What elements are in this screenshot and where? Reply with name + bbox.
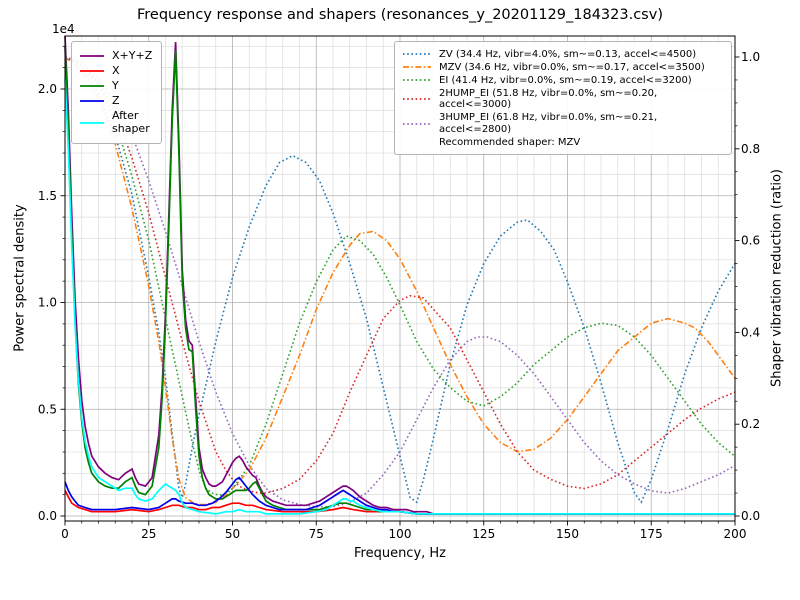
x-tick-label: 175	[640, 527, 663, 541]
legend-item-y: Y	[79, 78, 152, 93]
curve-y	[64, 46, 735, 515]
y-right-tick-label: 0.6	[741, 234, 760, 248]
x-tick-label: 200	[724, 527, 747, 541]
legend-label-mzv: MZV (34.6 Hz, vibr=0.0%, sm~=0.17, accel…	[439, 61, 705, 73]
curve-sum	[64, 35, 735, 515]
x-tick-label: 25	[141, 527, 156, 541]
y-axis-offset-label: 1e4	[52, 22, 75, 36]
y-axis-label-left: Power spectral density	[12, 204, 28, 352]
y-left-tick-label: 1.0	[38, 296, 57, 310]
x-tick-label: 100	[389, 527, 412, 541]
legend-swatch-solid	[80, 70, 104, 72]
y-right-tick-label: 0.0	[741, 509, 760, 523]
y-right-tick-label: 0.8	[741, 142, 760, 156]
x-tick-label: 150	[556, 527, 579, 541]
y-right-tick-label: 0.4	[741, 325, 760, 339]
recommended-shaper-note: Recommended shaper: MZV	[439, 137, 581, 148]
legend-item-ei: EI (41.4 Hz, vibr=0.0%, sm~=0.19, accel<…	[402, 75, 723, 87]
legend-item-3hump_ei: 3HUMP_EI (61.8 Hz, vibr=0.0%, sm~=0.21, …	[402, 112, 723, 135]
legend-item-2hump_ei: 2HUMP_EI (51.8 Hz, vibr=0.0%, sm~=0.20, …	[402, 88, 723, 111]
y-right-tick-label: 1.0	[741, 50, 760, 64]
curve-2hump_ei	[64, 56, 736, 494]
legend-swatch-dashdot	[403, 66, 431, 69]
legend-item-mzv: MZV (34.6 Hz, vibr=0.0%, sm~=0.17, accel…	[402, 62, 723, 74]
legend-label-2hump_ei: 2HUMP_EI (51.8 Hz, vibr=0.0%, sm~=0.20, …	[439, 87, 658, 111]
legend-label-3hump_ei: 3HUMP_EI (61.8 Hz, vibr=0.0%, sm~=0.21, …	[439, 112, 658, 135]
y-left-tick-label: 0.0	[38, 509, 57, 523]
curve-zv	[64, 56, 736, 504]
legend-item-x: X	[79, 63, 152, 78]
legend-label-x: X	[112, 63, 120, 77]
legend-psd: X+Y+Z X Y Z After shaper	[71, 41, 163, 144]
legend-label-zv: ZV (34.4 Hz, vibr=4.0%, sm~=0.13, accel<…	[439, 48, 697, 60]
x-tick-label: 75	[309, 527, 324, 541]
legend-swatch-solid	[80, 100, 104, 103]
legend-swatch-dotted	[403, 122, 431, 125]
y-left-tick-label: 2.0	[38, 82, 57, 96]
legend-item-sum: X+Y+Z	[79, 48, 153, 63]
curve-after	[64, 78, 735, 515]
legend-label-ei: EI (41.4 Hz, vibr=0.0%, sm~=0.19, accel<…	[439, 74, 692, 86]
x-tick-label: 125	[472, 527, 495, 541]
curve-mzv	[64, 56, 736, 506]
x-tick-label: 0	[61, 527, 69, 541]
curve-ei	[64, 56, 736, 497]
legend-swatch-solid	[80, 85, 104, 87]
legend-swatch-dotted	[403, 98, 431, 100]
legend-label-after: After shaper	[112, 109, 150, 135]
legend-shapers: ZV (34.4 Hz, vibr=4.0%, sm~=0.13, accel<…	[394, 41, 732, 155]
legend-item-z: Z	[79, 93, 152, 108]
y-left-tick-label: 0.5	[38, 402, 57, 416]
legend-label-sum: X+Y+Z	[112, 48, 153, 62]
curve-3hump_ei	[64, 56, 736, 508]
legend-swatch-dotted	[403, 53, 431, 56]
legend-item-after: After shaper	[79, 109, 152, 135]
chart-title: Frequency response and shapers (resonanc…	[137, 7, 663, 23]
x-tick-label: 50	[225, 527, 240, 541]
legend-item-zv: ZV (34.4 Hz, vibr=4.0%, sm~=0.13, accel<…	[402, 49, 723, 61]
legend-swatch-solid	[80, 54, 104, 57]
y-left-tick-label: 1.5	[38, 189, 57, 203]
y-axis-label-right: Shaper vibration reduction (ratio)	[769, 169, 785, 387]
x-axis-label: Frequency, Hz	[353, 546, 447, 561]
legend-swatch-dotted	[403, 79, 431, 82]
curve-z	[64, 476, 735, 515]
y-right-tick-label: 0.2	[741, 417, 760, 431]
legend-label-z: Z	[112, 93, 120, 107]
legend-swatch-solid	[80, 121, 104, 124]
legend-label-y: Y	[112, 78, 119, 92]
